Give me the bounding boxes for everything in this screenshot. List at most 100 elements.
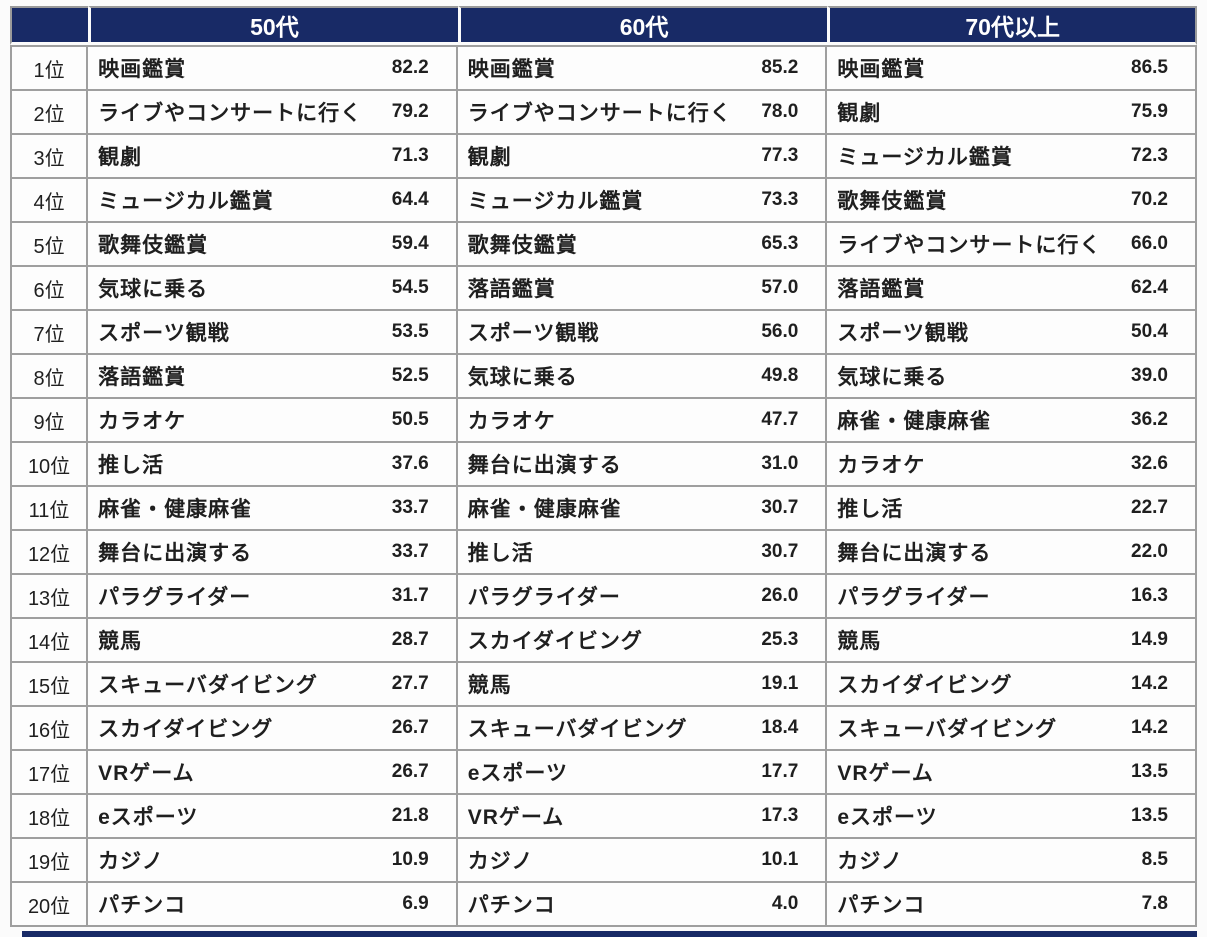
activity-value-cell: 26.0 bbox=[731, 575, 828, 619]
activity-name-cell: ミュージカル鑑賞 bbox=[88, 179, 362, 223]
activity-value-cell: 19.1 bbox=[731, 663, 828, 707]
activity-name-cell: スキューバダイビング bbox=[827, 707, 1101, 751]
rank-cell: 2位 bbox=[10, 91, 89, 135]
activity-name-cell: パチンコ bbox=[88, 883, 362, 927]
activity-value-cell: 22.7 bbox=[1100, 487, 1197, 531]
rank-cell: 15位 bbox=[10, 663, 89, 707]
table-row: 11位 麻雀・健康麻雀 33.7 麻雀・健康麻雀 30.7 推し活 22.7 bbox=[10, 487, 1197, 531]
activity-name-cell: カラオケ bbox=[88, 399, 362, 443]
rank-cell: 17位 bbox=[10, 751, 89, 795]
age-group-header-50s: 50代 bbox=[88, 6, 458, 45]
activity-name-cell: 麻雀・健康麻雀 bbox=[827, 399, 1101, 443]
table-row: 18位 eスポーツ 21.8 VRゲーム 17.3 eスポーツ 13.5 bbox=[10, 795, 1197, 839]
activity-name-cell: カジノ bbox=[88, 839, 362, 883]
activity-name-cell: カジノ bbox=[457, 839, 732, 883]
activity-name-cell: ミュージカル鑑賞 bbox=[457, 179, 732, 223]
activity-value-cell: 75.9 bbox=[1100, 91, 1197, 135]
rank-cell: 10位 bbox=[10, 443, 89, 487]
activity-value-cell: 86.5 bbox=[1100, 45, 1197, 91]
activity-name-cell: 落語鑑賞 bbox=[827, 267, 1101, 311]
table-row: 9位 カラオケ 50.5 カラオケ 47.7 麻雀・健康麻雀 36.2 bbox=[10, 399, 1197, 443]
rank-cell: 19位 bbox=[10, 839, 89, 883]
activity-name-cell: 麻雀・健康麻雀 bbox=[88, 487, 362, 531]
age-group-header-60s: 60代 bbox=[457, 6, 828, 45]
activity-value-cell: 13.5 bbox=[1100, 751, 1197, 795]
activity-name-cell: パチンコ bbox=[827, 883, 1101, 927]
activity-value-cell: 13.5 bbox=[1100, 795, 1197, 839]
activity-name-cell: 推し活 bbox=[457, 531, 732, 575]
activity-value-cell: 7.8 bbox=[1100, 883, 1197, 927]
activity-value-cell: 14.9 bbox=[1100, 619, 1197, 663]
activity-name-cell: eスポーツ bbox=[827, 795, 1101, 839]
activity-value-cell: 82.2 bbox=[361, 45, 458, 91]
activity-value-cell: 25.3 bbox=[731, 619, 828, 663]
activity-value-cell: 73.3 bbox=[731, 179, 828, 223]
activity-name-cell: 観劇 bbox=[457, 135, 732, 179]
activity-name-cell: eスポーツ bbox=[88, 795, 362, 839]
activity-name-cell: ライブやコンサートに行く bbox=[88, 91, 362, 135]
table-row: 6位 気球に乗る 54.5 落語鑑賞 57.0 落語鑑賞 62.4 bbox=[10, 267, 1197, 311]
activity-value-cell: 6.9 bbox=[361, 883, 458, 927]
activity-value-cell: 8.5 bbox=[1100, 839, 1197, 883]
activity-name-cell: VRゲーム bbox=[457, 795, 732, 839]
activity-name-cell: 映画鑑賞 bbox=[88, 45, 362, 91]
rank-cell: 1位 bbox=[10, 45, 89, 91]
activity-value-cell: 32.6 bbox=[1100, 443, 1197, 487]
activity-value-cell: 14.2 bbox=[1100, 707, 1197, 751]
activity-value-cell: 64.4 bbox=[361, 179, 458, 223]
table-row: 20位 パチンコ 6.9 パチンコ 4.0 パチンコ 7.8 bbox=[10, 883, 1197, 927]
rank-cell: 13位 bbox=[10, 575, 89, 619]
activity-value-cell: 21.8 bbox=[361, 795, 458, 839]
ranking-table: 50代 60代 70代以上 1位 映画鑑賞 82.2 映画鑑賞 85.2 映画鑑賞 86.5… bbox=[10, 6, 1197, 927]
activity-value-cell: 16.3 bbox=[1100, 575, 1197, 619]
activity-name-cell: 舞台に出演する bbox=[827, 531, 1101, 575]
activity-name-cell: 気球に乗る bbox=[827, 355, 1101, 399]
activity-name-cell: スポーツ観戦 bbox=[88, 311, 362, 355]
activity-name-cell: ミュージカル鑑賞 bbox=[827, 135, 1101, 179]
table-header-row: 50代 60代 70代以上 bbox=[10, 6, 1197, 45]
activity-name-cell: 観劇 bbox=[827, 91, 1101, 135]
activity-value-cell: 31.7 bbox=[361, 575, 458, 619]
activity-value-cell: 54.5 bbox=[361, 267, 458, 311]
activity-name-cell: eスポーツ bbox=[457, 751, 732, 795]
activity-name-cell: 映画鑑賞 bbox=[457, 45, 732, 91]
activity-value-cell: 72.3 bbox=[1100, 135, 1197, 179]
table-row: 4位 ミュージカル鑑賞 64.4 ミュージカル鑑賞 73.3 歌舞伎鑑賞 70.2 bbox=[10, 179, 1197, 223]
activity-name-cell: ライブやコンサートに行く bbox=[827, 223, 1101, 267]
rank-cell: 12位 bbox=[10, 531, 89, 575]
rank-cell: 20位 bbox=[10, 883, 89, 927]
activity-value-cell: 70.2 bbox=[1100, 179, 1197, 223]
rank-cell: 7位 bbox=[10, 311, 89, 355]
activity-name-cell: 観劇 bbox=[88, 135, 362, 179]
activity-name-cell: パラグライダー bbox=[457, 575, 732, 619]
activity-name-cell: カラオケ bbox=[457, 399, 732, 443]
table-row: 5位 歌舞伎鑑賞 59.4 歌舞伎鑑賞 65.3 ライブやコンサートに行く 66.0 bbox=[10, 223, 1197, 267]
activity-value-cell: 22.0 bbox=[1100, 531, 1197, 575]
activity-name-cell: 推し活 bbox=[88, 443, 362, 487]
rank-cell: 4位 bbox=[10, 179, 89, 223]
activity-value-cell: 66.0 bbox=[1100, 223, 1197, 267]
activity-name-cell: スキューバダイビング bbox=[457, 707, 732, 751]
activity-value-cell: 39.0 bbox=[1100, 355, 1197, 399]
activity-name-cell: パチンコ bbox=[457, 883, 732, 927]
activity-value-cell: 28.7 bbox=[361, 619, 458, 663]
table-row: 15位 スキューバダイビング 27.7 競馬 19.1 スカイダイビング 14.2 bbox=[10, 663, 1197, 707]
activity-value-cell: 27.7 bbox=[361, 663, 458, 707]
activity-name-cell: スカイダイビング bbox=[457, 619, 732, 663]
rank-column-header bbox=[10, 6, 89, 45]
rank-cell: 16位 bbox=[10, 707, 89, 751]
table-row: 7位 スポーツ観戦 53.5 スポーツ観戦 56.0 スポーツ観戦 50.4 bbox=[10, 311, 1197, 355]
ranking-table-body: 1位 映画鑑賞 82.2 映画鑑賞 85.2 映画鑑賞 86.5 2位 ライブやコンサートに行く… bbox=[10, 45, 1197, 927]
activity-name-cell: 舞台に出演する bbox=[88, 531, 362, 575]
activity-value-cell: 59.4 bbox=[361, 223, 458, 267]
table-row: 19位 カジノ 10.9 カジノ 10.1 カジノ 8.5 bbox=[10, 839, 1197, 883]
table-row: 17位 VRゲーム 26.7 eスポーツ 17.7 VRゲーム 13.5 bbox=[10, 751, 1197, 795]
activity-name-cell: カラオケ bbox=[827, 443, 1101, 487]
table-row: 12位 舞台に出演する 33.7 推し活 30.7 舞台に出演する 22.0 bbox=[10, 531, 1197, 575]
age-group-header-70s-plus: 70代以上 bbox=[827, 6, 1197, 45]
activity-name-cell: パラグライダー bbox=[827, 575, 1101, 619]
activity-value-cell: 50.4 bbox=[1100, 311, 1197, 355]
rank-cell: 6位 bbox=[10, 267, 89, 311]
activity-value-cell: 36.2 bbox=[1100, 399, 1197, 443]
activity-value-cell: 79.2 bbox=[361, 91, 458, 135]
